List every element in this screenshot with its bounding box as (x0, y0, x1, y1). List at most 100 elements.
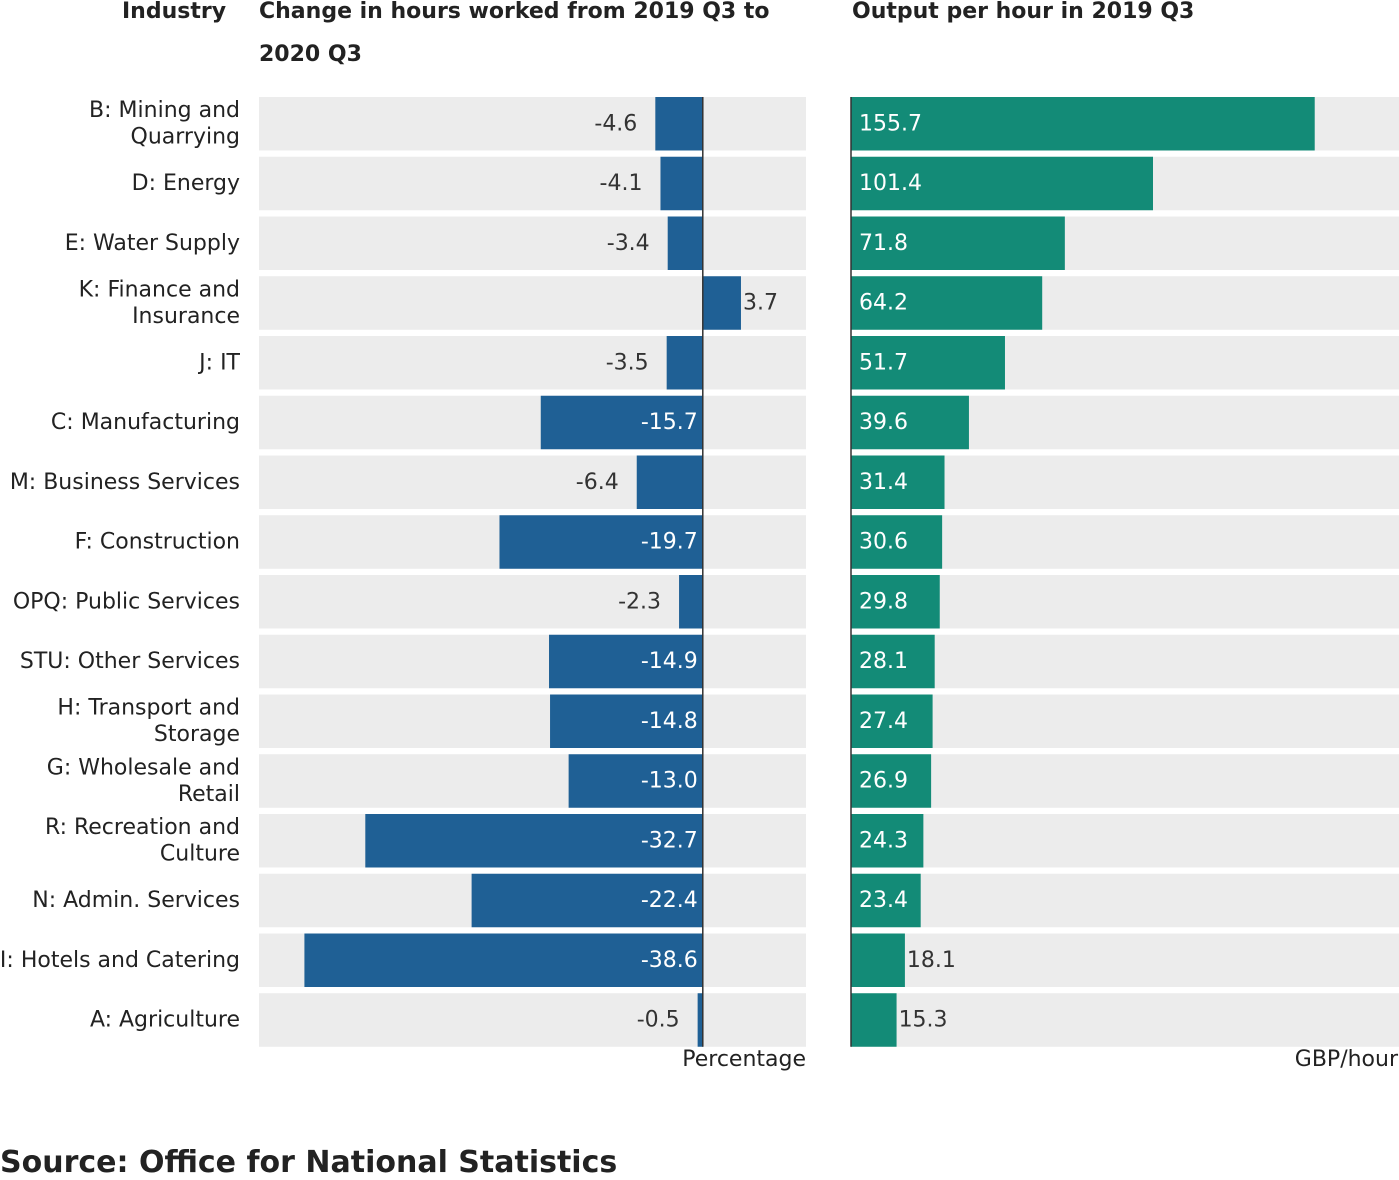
right-row-band (851, 814, 1399, 868)
category-label: G: Wholesale and (47, 755, 240, 780)
output-per-hour-bar (851, 634, 935, 689)
source-note: Source: Office for National Statistics (0, 1145, 618, 1180)
hours-change-value-label: -2.3 (618, 589, 661, 614)
hours-change-value-label: -3.4 (607, 231, 650, 256)
output-per-hour-value-label: 18.1 (907, 948, 956, 973)
output-per-hour-value-label: 155.7 (859, 111, 922, 136)
category-label: Retail (178, 782, 240, 807)
category-label: Insurance (132, 304, 240, 329)
left-row-band (259, 336, 806, 390)
hours-change-bar (636, 455, 703, 509)
hours-change-bar (666, 336, 703, 390)
output-per-hour-value-label: 39.6 (859, 410, 908, 435)
output-per-hour-value-label: 28.1 (859, 649, 908, 674)
hours-change-bar (667, 216, 703, 270)
hours-change-value-label: -15.7 (641, 410, 698, 435)
category-label: A: Agriculture (90, 1008, 240, 1033)
hours-change-bar (471, 873, 703, 928)
left-row-band (259, 395, 806, 450)
hours-change-value-label: -4.6 (594, 111, 637, 136)
hours-change-bar (549, 634, 703, 689)
category-label: Culture (160, 842, 240, 867)
output-per-hour-value-label: 24.3 (859, 828, 908, 853)
output-per-hour-value-label: 23.4 (859, 888, 908, 913)
left-row-band (259, 694, 806, 748)
output-per-hour-value-label: 51.7 (859, 350, 908, 375)
output-per-hour-bar (851, 575, 940, 629)
output-per-hour-value-label: 64.2 (859, 291, 908, 316)
category-label: M: Business Services (10, 470, 240, 495)
output-per-hour-bar (851, 694, 933, 748)
output-per-hour-bar (851, 216, 1065, 270)
output-per-hour-bar (851, 515, 943, 569)
category-label: H: Transport and (57, 696, 240, 721)
output-per-hour-bar (851, 814, 924, 868)
right-row-band (851, 575, 1399, 629)
output-per-hour-bar (851, 97, 1315, 151)
hours-change-value-label: 3.7 (743, 291, 778, 316)
right-axis-unit-label: GBP/hour (1294, 1047, 1398, 1072)
hours-change-value-label: -14.8 (641, 709, 698, 734)
hours-change-bar (568, 754, 703, 808)
category-label: I: Hotels and Catering (0, 948, 240, 973)
hours-change-value-label: -38.6 (641, 948, 698, 973)
right-row-band (851, 694, 1399, 748)
output-per-hour-bar (851, 873, 921, 928)
category-label: N: Admin. Services (32, 888, 240, 913)
output-per-hour-bar (851, 933, 905, 987)
hours-change-value-label: -14.9 (641, 649, 698, 674)
hours-change-bar (499, 515, 703, 569)
right-row-band (851, 515, 1399, 569)
output-per-hour-header: Output per hour in 2019 Q3 (852, 0, 1195, 24)
left-row-band (259, 97, 806, 151)
left-row-band (259, 216, 806, 270)
category-label: B: Mining and (89, 98, 240, 123)
right-row-band (851, 933, 1399, 987)
output-per-hour-bar (851, 156, 1153, 211)
left-row-band (259, 754, 806, 808)
hours-change-bar (550, 694, 703, 748)
category-label: Quarrying (131, 125, 240, 150)
hours-change-bar (702, 276, 741, 330)
output-per-hour-bar (851, 993, 897, 1047)
category-label: Storage (154, 722, 240, 747)
industry-header: Industry (122, 0, 227, 24)
output-per-hour-value-label: 27.4 (859, 709, 908, 734)
output-per-hour-value-label: 26.9 (859, 769, 908, 794)
category-label: C: Manufacturing (51, 410, 240, 435)
output-per-hour-bar (851, 336, 1005, 390)
hours-change-value-label: -19.7 (641, 530, 698, 555)
hours-change-value-label: -22.4 (641, 888, 698, 913)
category-label: F: Construction (75, 530, 240, 555)
output-per-hour-bar (851, 455, 945, 509)
category-label: J: IT (197, 350, 240, 375)
category-label: K: Finance and (79, 277, 240, 302)
left-row-band (259, 634, 806, 689)
right-row-band (851, 873, 1399, 928)
left-row-band (259, 455, 806, 509)
hours-change-value-label: -3.5 (606, 350, 649, 375)
output-per-hour-value-label: 30.6 (859, 530, 908, 555)
output-per-hour-value-label: 29.8 (859, 589, 908, 614)
category-label: R: Recreation and (45, 815, 240, 840)
category-label: OPQ: Public Services (13, 589, 240, 614)
category-label: E: Water Supply (65, 231, 240, 256)
left-row-band (259, 993, 806, 1047)
hours-change-value-label: -4.1 (600, 171, 643, 196)
hours-change-bar (660, 156, 703, 211)
hours-change-value-label: -6.4 (576, 470, 619, 495)
output-per-hour-bar (851, 276, 1043, 330)
output-per-hour-bar (851, 754, 932, 808)
left-row-band (259, 575, 806, 629)
hours-change-bar (679, 575, 703, 629)
hours-change-value-label: -32.7 (641, 828, 698, 853)
hours-change-bar (365, 814, 703, 868)
output-per-hour-value-label: 101.4 (859, 171, 922, 196)
right-row-band (851, 993, 1399, 1047)
output-per-hour-value-label: 71.8 (859, 231, 908, 256)
hours-change-bar (540, 395, 703, 450)
output-per-hour-value-label: 15.3 (899, 1008, 948, 1033)
hours-change-bar (697, 993, 703, 1047)
hours-change-header: Change in hours worked from 2019 Q3 to 2… (259, 0, 770, 67)
